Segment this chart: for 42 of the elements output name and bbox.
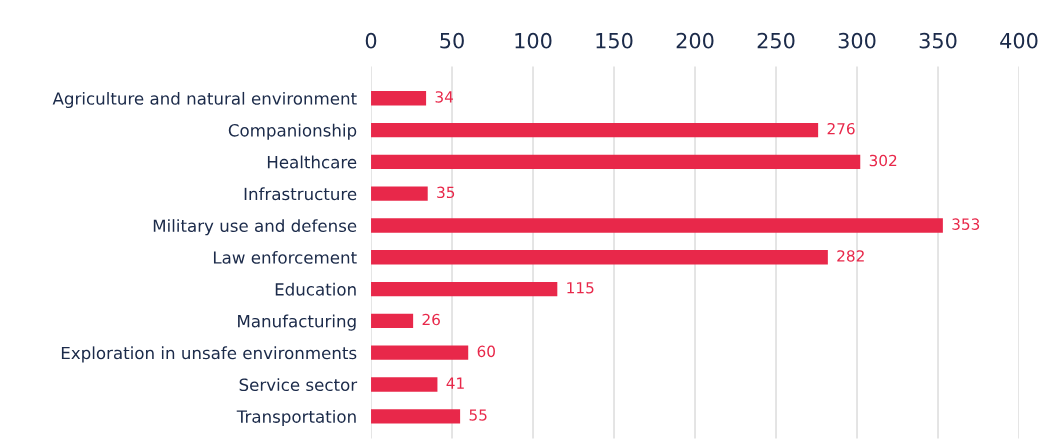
bar (371, 409, 461, 424)
x-tick-label: 400 (1000, 32, 1038, 49)
data-label: 35 (437, 186, 455, 199)
bar (371, 250, 828, 265)
y-tick-label: Military use and defense (153, 219, 357, 236)
x-tick-label: 200 (676, 32, 714, 49)
bar (371, 122, 819, 138)
y-tick-label: Exploration in unsafe environments (61, 346, 357, 363)
x-tick-label: 0 (365, 32, 377, 49)
x-tick-label: 350 (919, 32, 957, 49)
data-label: 302 (869, 154, 897, 167)
x-tick-label: 50 (440, 32, 464, 49)
data-label: 282 (837, 250, 864, 262)
y-tick-label: Service sector (239, 378, 358, 392)
y-tick-label: Education (275, 282, 356, 296)
y-tick-label: Healthcare (267, 155, 357, 169)
bar (371, 377, 438, 392)
x-tick-label: 250 (757, 32, 795, 49)
x-tick-label: 300 (838, 32, 876, 49)
bar (371, 345, 469, 360)
y-tick-label: Law enforcement (213, 250, 357, 264)
bar (371, 186, 428, 201)
bar (371, 91, 427, 106)
data-label: 41 (446, 377, 464, 389)
y-tick-label: Infrastructure (244, 187, 357, 201)
y-tick-label: Transportation (236, 409, 356, 427)
data-label: 276 (827, 122, 855, 135)
data-label: 353 (952, 218, 980, 230)
bar (371, 313, 414, 329)
data-label: 34 (435, 91, 454, 103)
x-tick-label: 150 (596, 32, 633, 49)
data-label: 55 (469, 409, 487, 421)
data-label: 26 (422, 313, 440, 326)
data-label: 115 (567, 282, 594, 294)
y-tick-label: Manufacturing (238, 314, 356, 331)
bar (371, 281, 558, 297)
y-tick-label: Agriculture and natural environment (52, 91, 357, 109)
bar (371, 154, 861, 170)
x-tick-label: 100 (515, 32, 552, 49)
bar (371, 218, 943, 233)
y-tick-label: Companionship (228, 123, 357, 140)
data-label: 60 (477, 345, 495, 358)
